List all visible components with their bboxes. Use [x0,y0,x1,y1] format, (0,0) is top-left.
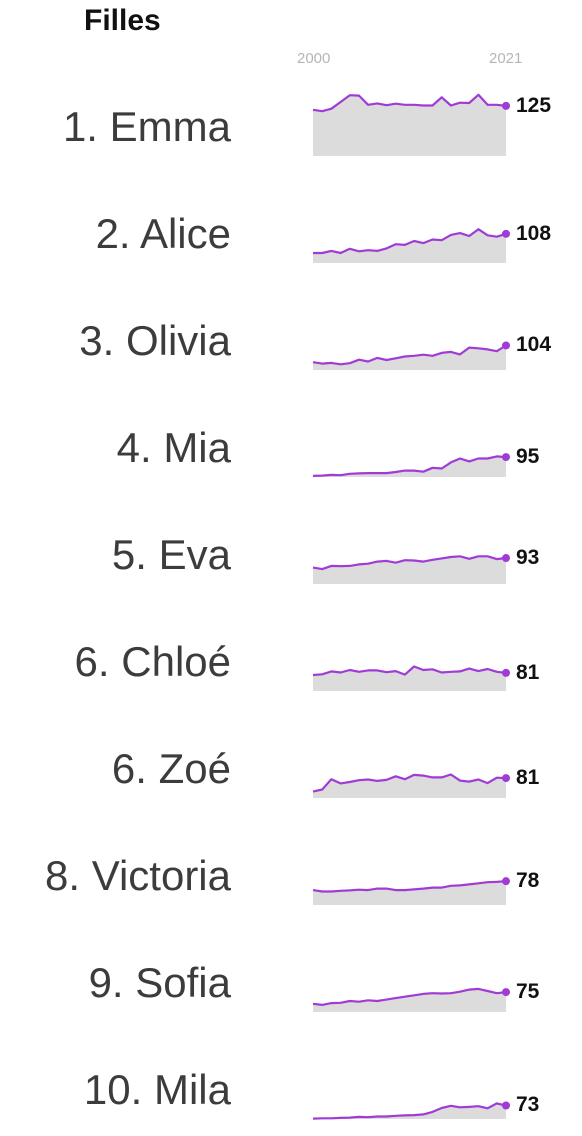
end-value-label: 78 [516,869,540,893]
rank-label: 6. [111,745,147,792]
series-area [313,881,506,905]
series-label: 8. Victoria [45,852,231,900]
series-label: 4. Mia [117,424,231,472]
series-label: 2. Alice [96,210,231,258]
end-value-label: 93 [516,546,540,570]
series-area [313,229,506,263]
end-value-label: 95 [516,445,540,469]
first-name-label: Sofia [135,959,231,1006]
series-area [313,666,506,691]
series-line [312,773,507,793]
rank-label: 1. [62,103,98,150]
sparkline [312,341,510,370]
series-line [312,1102,507,1120]
series-line [313,228,507,255]
first-name-label: Olivia [125,317,231,364]
first-name-label: Chloé [121,638,231,685]
first-name-label: Eva [158,531,231,578]
series-line [312,665,507,677]
end-point [502,341,510,350]
x-axis-end-label: 2021 [489,50,523,67]
series-line [312,880,507,893]
end-point [502,101,510,110]
rank-label: 5. [111,531,147,578]
chart-row: 9. Sofia 75 [0,906,582,1013]
series-label: 1. Emma [63,103,231,151]
chart-row: 5. Eva 93 [0,478,582,585]
series-line [312,93,507,113]
sparkline [312,554,510,584]
chart-row: 8. Victoria 78 [0,799,582,906]
chart-row: 6. Zoé 81 [0,692,582,799]
series-line [312,987,507,1007]
end-point [502,988,510,997]
series-line [312,455,507,477]
sparkline [312,773,510,798]
first-name-label: Emma [109,103,231,150]
first-name-label: Victoria [91,852,231,899]
series-line [312,555,507,571]
series-label: 5. Eva [112,531,231,579]
rank-label: 9. [88,959,124,1006]
series-label: 10. Mila [84,1066,231,1114]
sparkline [312,453,510,477]
series-area [313,988,506,1012]
sparkline [312,1101,510,1120]
chart-row: 4. Mia 95 [0,371,582,478]
end-point [502,453,510,462]
rank-label: 2. [95,210,131,257]
chart-row: 3. Olivia 104 [0,264,582,371]
series-area [313,345,506,370]
series-area [313,456,506,477]
end-value-label: 75 [516,980,540,1004]
sparkline [312,877,510,905]
end-point [502,668,510,677]
series-label: 9. Sofia [89,959,231,1007]
rank-label: 6. [74,638,110,685]
end-value-label: 108 [516,221,552,245]
x-axis-start-label: 2000 [297,50,331,67]
series-area [313,94,506,156]
rank-label: 10. [83,1066,143,1113]
sparkline [312,987,510,1012]
end-value-label: 73 [516,1093,540,1117]
chart-row: 2. Alice 108 [0,157,582,264]
series-line [312,344,507,366]
first-name-label: Zoé [158,745,231,792]
rank-label: 8. [45,852,81,899]
series-label: 6. Zoé [112,745,231,793]
series-label: 3. Olivia [79,317,231,365]
chart-row: 1. Emma 125 [0,50,582,157]
sparkline [312,93,510,156]
end-point [502,774,510,783]
chart-row: 6. Chloé 81 [0,585,582,692]
end-value-label: 104 [516,333,552,357]
chart-title: Filles [84,4,161,37]
first-name-label: Alice [139,210,231,257]
end-value-label: 125 [516,93,552,117]
first-name-label: Mila [153,1066,231,1113]
chart-row: 10. Mila 73 [0,1013,582,1120]
end-point [502,1101,510,1110]
sparkline [313,228,510,263]
sparkline [312,665,510,691]
end-point [502,877,510,886]
rank-label: 4. [116,424,152,471]
end-value-label: 81 [516,766,540,790]
first-name-label: Mia [163,424,231,471]
end-point [502,229,510,238]
series-label: 6. Chloé [75,638,231,686]
rank-label: 3. [79,317,115,364]
end-point [502,554,510,563]
series-area [313,556,506,584]
end-value-label: 81 [516,660,540,684]
